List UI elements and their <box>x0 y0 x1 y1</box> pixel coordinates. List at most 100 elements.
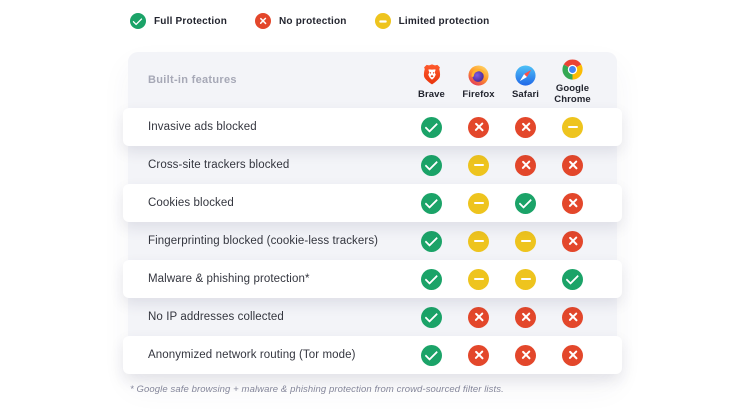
table-row: Cookies blocked <box>123 184 622 222</box>
check-icon <box>565 270 579 285</box>
dash-icon <box>473 277 484 281</box>
cross-icon <box>520 311 532 323</box>
status-badge-full <box>421 268 442 290</box>
status-cell <box>549 116 596 138</box>
chrome-icon <box>561 58 584 81</box>
status-badge-none <box>468 306 489 328</box>
browser-column-safari: Safari <box>502 60 549 101</box>
status-badge-full <box>421 230 442 252</box>
table-header: Built-in features Brave Firefox <box>128 52 617 108</box>
footnote: * Google safe browsing + malware & phish… <box>130 384 504 395</box>
feature-label: No IP addresses collected <box>148 311 284 323</box>
check-icon <box>424 118 438 133</box>
status-cell <box>455 192 502 214</box>
status-cell <box>549 230 596 252</box>
status-badge-limited <box>562 116 583 138</box>
status-badge-none <box>468 344 489 366</box>
feature-label: Cookies blocked <box>148 197 234 209</box>
status-cell <box>502 230 549 252</box>
table-row: Fingerprinting blocked (cookie-less trac… <box>128 222 617 260</box>
dash-icon <box>520 239 531 243</box>
status-badge-full <box>562 268 583 290</box>
browser-name: Google Chrome <box>554 83 591 105</box>
status-badge-none <box>515 306 536 328</box>
status-cell <box>549 344 596 366</box>
cross-icon <box>567 235 579 247</box>
status-badge-limited <box>374 13 391 29</box>
legend-item-limited: Limited protection <box>374 13 490 29</box>
dash-icon <box>378 20 387 22</box>
status-badge-full <box>130 13 146 29</box>
status-cell <box>455 154 502 176</box>
table-row: Anonymized network routing (Tor mode) <box>123 336 622 374</box>
check-icon <box>424 156 438 171</box>
browser-column-google-chrome: Google Chrome <box>549 54 596 106</box>
check-icon <box>424 194 438 209</box>
cross-icon <box>473 121 485 133</box>
status-cell <box>408 230 455 252</box>
dash-icon <box>567 125 578 129</box>
status-cell <box>549 192 596 214</box>
table-row: No IP addresses collected <box>128 298 617 336</box>
status-cell <box>408 268 455 290</box>
legend-label: Full Protection <box>154 15 227 27</box>
status-badge-full <box>421 192 442 214</box>
dash-icon <box>473 239 484 243</box>
status-cell <box>408 192 455 214</box>
safari-icon <box>514 64 537 87</box>
cross-icon <box>473 349 485 361</box>
status-badge-limited <box>515 268 536 290</box>
check-icon <box>518 194 532 209</box>
legend-item-none: No protection <box>255 13 347 29</box>
status-badge-full <box>421 154 442 176</box>
browser-name: Brave <box>418 89 445 101</box>
status-badge-none <box>468 116 489 138</box>
feature-label: Anonymized network routing (Tor mode) <box>148 349 356 361</box>
check-icon <box>132 14 143 25</box>
check-icon <box>424 270 438 285</box>
status-badge-none <box>515 154 536 176</box>
status-badge-limited <box>515 230 536 252</box>
table-row: Invasive ads blocked <box>123 108 622 146</box>
table-row: Cross-site trackers blocked <box>128 146 617 184</box>
status-badge-limited <box>468 154 489 176</box>
status-badge-none <box>562 306 583 328</box>
status-badge-none <box>562 154 583 176</box>
status-cell <box>502 192 549 214</box>
browser-name: Firefox <box>462 88 495 100</box>
browser-column-firefox: Firefox <box>455 60 502 101</box>
status-badge-none <box>255 13 271 29</box>
brave-icon <box>421 63 443 87</box>
status-cell <box>455 230 502 252</box>
status-cell <box>408 116 455 138</box>
feature-label: Malware & phishing protection* <box>148 273 310 285</box>
cross-icon <box>567 197 579 209</box>
legend-label: Limited protection <box>398 15 490 27</box>
status-cell <box>502 154 549 176</box>
table-header-row: Built-in features Brave Firefox <box>128 52 617 108</box>
status-cell <box>502 306 549 328</box>
status-cell <box>408 306 455 328</box>
status-badge-full <box>421 116 442 138</box>
legend-label: No protection <box>279 15 347 27</box>
dash-icon <box>473 201 484 205</box>
status-cell <box>502 344 549 366</box>
dash-icon <box>520 277 531 281</box>
comparison-table: Built-in features Brave Firefox <box>123 52 622 374</box>
status-badge-limited <box>468 230 489 252</box>
status-badge-full <box>421 344 442 366</box>
status-cell <box>455 344 502 366</box>
browser-column-brave: Brave <box>408 59 455 101</box>
status-badge-limited <box>468 268 489 290</box>
cross-icon <box>473 311 485 323</box>
cross-icon <box>567 311 579 323</box>
status-badge-none <box>515 116 536 138</box>
browser-name: Safari <box>511 88 539 100</box>
check-icon <box>424 346 438 361</box>
table-row: Malware & phishing protection* <box>123 260 622 298</box>
feature-label: Cross-site trackers blocked <box>148 159 290 171</box>
status-cell <box>502 116 549 138</box>
status-badge-limited <box>468 192 489 214</box>
status-cell <box>455 116 502 138</box>
status-cell <box>549 268 596 290</box>
